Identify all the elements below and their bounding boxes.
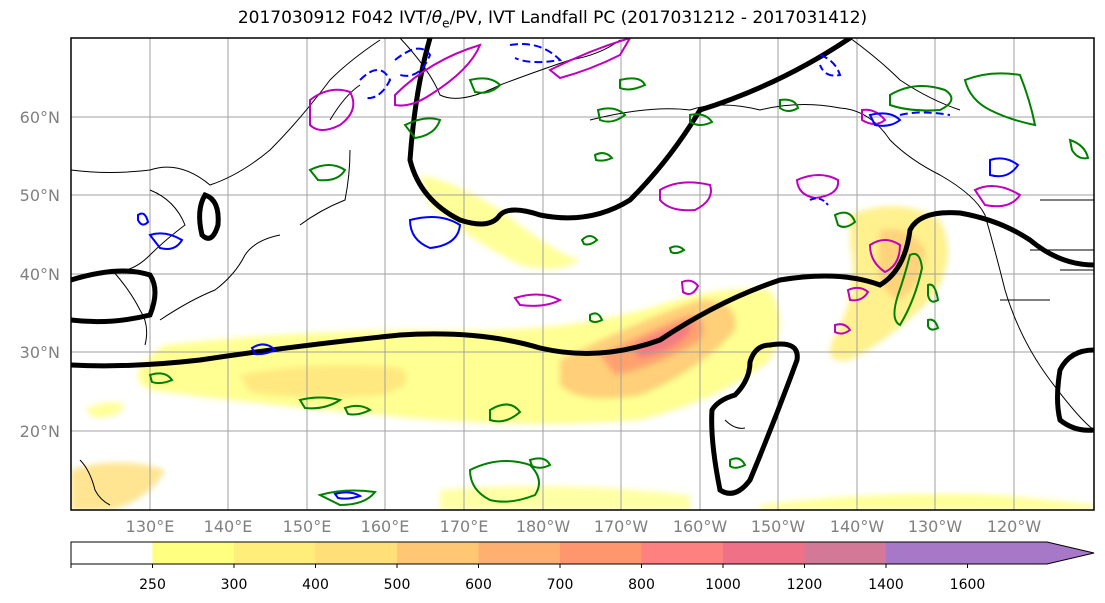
ivt-magenta-contours — [309, 38, 1022, 335]
lon-label-130e: 130°E — [126, 517, 175, 536]
colorbar-tick-label: 1600 — [950, 577, 986, 593]
map-frame — [70, 37, 1095, 511]
title-theta-subscript: e — [442, 16, 450, 31]
colorbar-segment — [152, 542, 235, 564]
colorbar-segment — [804, 542, 887, 564]
lon-label-170w: 170°W — [594, 517, 649, 536]
lat-label-50n: 50°N — [20, 186, 60, 205]
colorbar-tick-label: 700 — [547, 577, 574, 593]
lat-label-30n: 30°N — [20, 343, 60, 362]
colorbar-tick-label: 1400 — [868, 577, 904, 593]
colorbar-tick-label: 250 — [139, 577, 166, 593]
latitude-labels: 60°N 50°N 40°N 30°N 20°N — [20, 108, 60, 441]
colorbar-tick-label: 600 — [465, 577, 492, 593]
colorbar-segment — [397, 542, 479, 564]
pv-negative-contours — [137, 43, 1020, 500]
lon-label-150w: 150°W — [751, 517, 806, 536]
colorbar-ticks: 250 300 400 500 600 700 800 1000 1200 1400 1600 — [70, 564, 986, 593]
colorbar-segment — [723, 542, 805, 564]
lon-label-160w: 160°W — [673, 517, 728, 536]
map-title: 2017030912 F042 IVT/θe/PV, IVT Landfall … — [0, 8, 1105, 30]
lon-label-140w: 140°W — [830, 517, 885, 536]
lat-label-40n: 40°N — [20, 265, 60, 284]
theta-e-contours — [71, 38, 1094, 496]
colorbar-segment — [886, 542, 1094, 564]
lon-label-170e: 170°E — [440, 517, 489, 536]
lat-label-60n: 60°N — [20, 108, 60, 127]
colorbar-tick-label: 500 — [384, 577, 411, 593]
colorbar-frame — [70, 541, 1095, 565]
lon-label-130w: 130°W — [908, 517, 963, 536]
ivt-shading — [71, 175, 1094, 510]
colorbar-tick-label: 300 — [221, 577, 248, 593]
colorbar-segment — [478, 542, 561, 564]
colorbar-tick-label: 400 — [302, 577, 329, 593]
colorbar-segment — [315, 542, 398, 564]
lon-label-140e: 140°E — [204, 517, 253, 536]
pv-positive-contours — [148, 72, 1090, 507]
lon-label-120w: 120°W — [987, 517, 1042, 536]
lon-label-150e: 150°E — [283, 517, 332, 536]
colorbar-segments — [71, 542, 1094, 564]
colorbar-segment — [560, 542, 642, 564]
colorbar-tick-label: 800 — [628, 577, 655, 593]
colorbar-segment — [641, 542, 724, 564]
title-prefix: 2017030912 F042 IVT/ — [237, 8, 432, 28]
title-theta: θ — [431, 8, 443, 28]
lon-label-180w: 180°W — [516, 517, 571, 536]
longitude-labels: 130°E 140°E 150°E 160°E 170°E 180°W 170°… — [126, 517, 1042, 536]
colorbar-segment — [234, 542, 316, 564]
colorbar-tick-label: 1200 — [787, 577, 823, 593]
colorbar-segment — [71, 542, 153, 564]
title-suffix: /PV, IVT Landfall PC (2017031212 - 20170… — [449, 8, 868, 28]
lon-label-160e: 160°E — [361, 517, 410, 536]
lat-label-20n: 20°N — [20, 422, 60, 441]
colorbar-tick-label: 1000 — [705, 577, 741, 593]
colorbar: 250 300 400 500 600 700 800 1000 1200 1400 1600 — [70, 541, 1095, 593]
